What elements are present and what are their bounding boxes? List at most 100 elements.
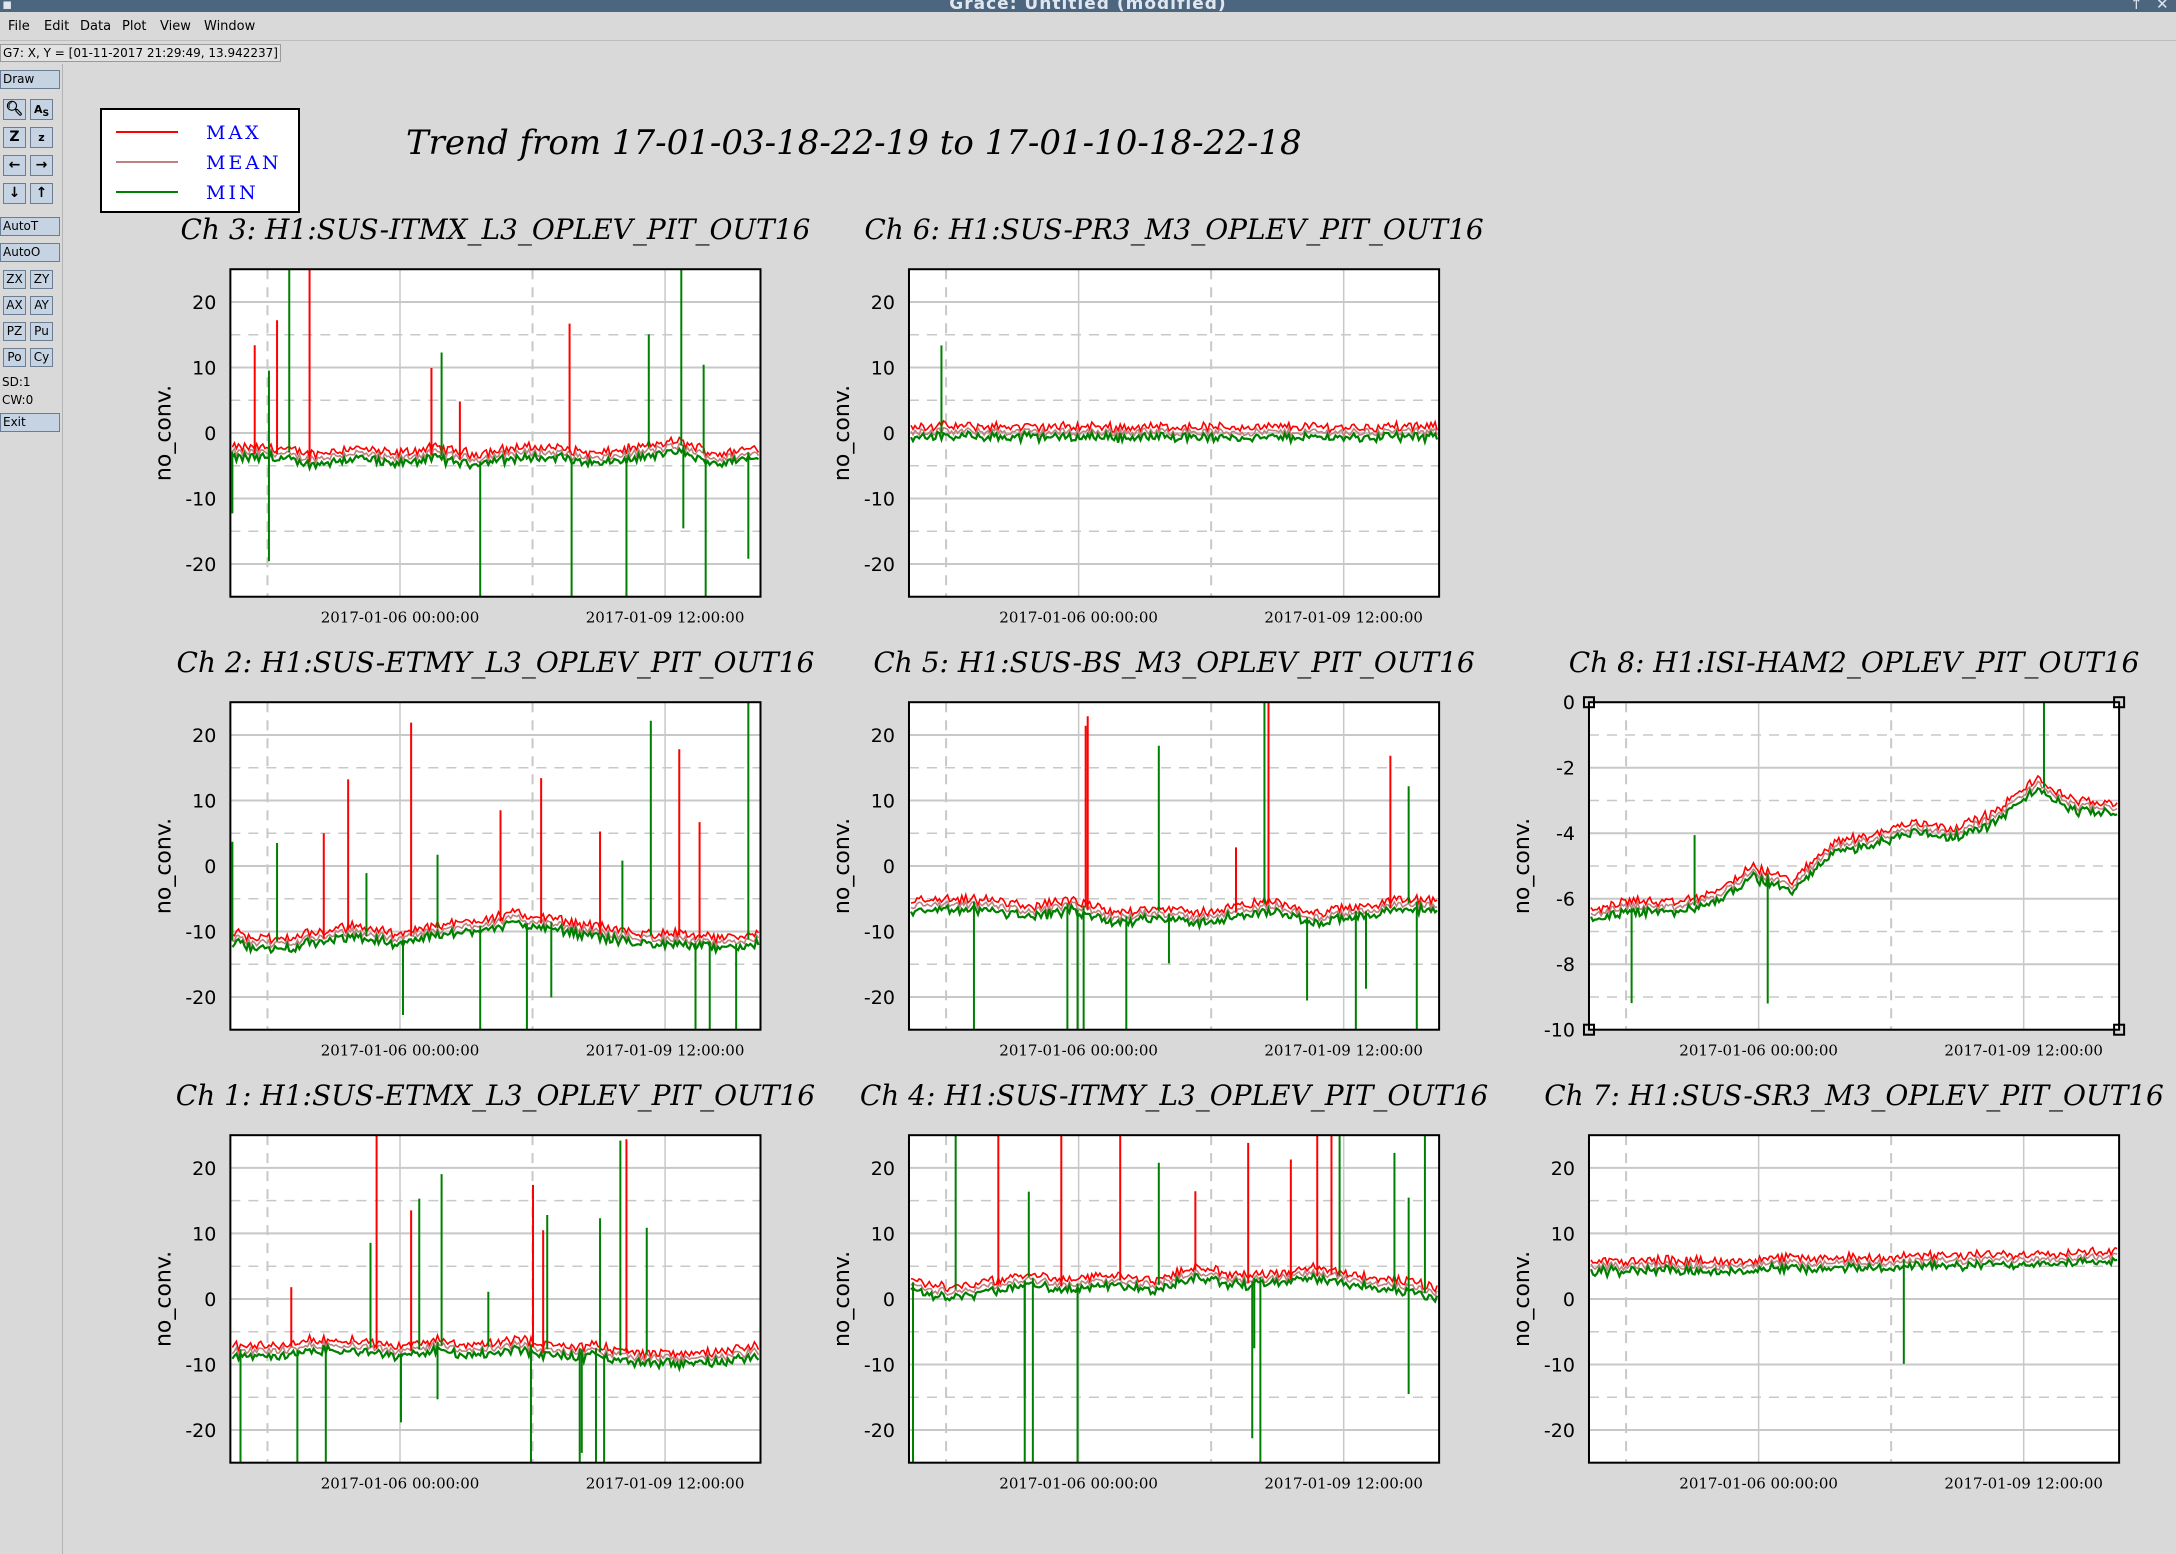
menu-file[interactable]: File xyxy=(8,19,30,34)
y-tick-label: -6 xyxy=(1556,889,1575,911)
arrow-left-icon[interactable]: ← xyxy=(3,155,26,176)
zy-button[interactable]: ZY xyxy=(30,270,53,289)
chart-panel-5[interactable]: Ch 8: H1:ISI-HAM2_OPLEV_PIT_OUT16 0 -2 -4 -6… xyxy=(1510,646,2139,1060)
y-tick-label: 0 xyxy=(883,423,895,445)
plot-frame xyxy=(229,268,762,598)
y-axis-label: no_conv. xyxy=(1510,818,1535,914)
autoscale-as-icon[interactable]: AS xyxy=(30,99,53,120)
selection-handle[interactable] xyxy=(2113,696,2126,709)
menu-data[interactable]: Data xyxy=(80,19,112,34)
plots-svg[interactable]: MAX MEAN MIN Trend from 17-01-03-18-22-1… xyxy=(64,64,2176,1554)
y-tick-label: 0 xyxy=(204,856,216,878)
menu-view[interactable]: View xyxy=(160,19,191,34)
chart-panel-8[interactable]: Ch 7: H1:SUS-SR3_M3_OPLEV_PIT_OUT16 20 10 0… xyxy=(1510,1079,2164,1493)
selection-handle[interactable] xyxy=(2113,1023,2126,1036)
ay-button[interactable]: AY xyxy=(30,296,53,315)
arrow-right-icon[interactable]: → xyxy=(30,155,53,176)
series-min-line xyxy=(910,900,1438,931)
series-mean-line xyxy=(910,425,1438,439)
y-tick-label: -10 xyxy=(185,488,216,510)
x-tick-label: 2017-01-09 12:00:00 xyxy=(1944,1475,2103,1493)
series-mean-line xyxy=(231,442,760,465)
x-tick-label: 2017-01-06 00:00:00 xyxy=(1679,1042,1838,1060)
chart-title: Ch 3: H1:SUS-ITMX_L3_OPLEV_PIT_OUT16 xyxy=(180,213,810,246)
x-tick-label: 2017-01-06 00:00:00 xyxy=(999,609,1158,627)
cy-button[interactable]: Cy xyxy=(30,348,53,367)
chart-title: Ch 5: H1:SUS-BS_M3_OPLEV_PIT_OUT16 xyxy=(873,646,1474,679)
selection-handle[interactable] xyxy=(1582,696,1595,709)
arrow-up-icon[interactable]: ↑ xyxy=(30,183,53,204)
x-tick-label: 2017-01-06 00:00:00 xyxy=(1679,1475,1838,1493)
y-tick-label: -10 xyxy=(185,1354,216,1376)
chart-panel-3[interactable]: Ch 2: H1:SUS-ETMY_L3_OPLEV_PIT_OUT16 20 10… xyxy=(151,646,814,1060)
y-tick-label: -20 xyxy=(185,1420,216,1442)
y-tick-label: 10 xyxy=(192,357,216,379)
y-tick-label: 0 xyxy=(204,423,216,445)
chart-panel-4[interactable]: Ch 5: H1:SUS-BS_M3_OPLEV_PIT_OUT16 20 10 0 -… xyxy=(830,646,1475,1060)
y-tick-label: -10 xyxy=(864,921,895,943)
y-tick-label: 0 xyxy=(883,856,895,878)
cw-label: CW:0 xyxy=(2,393,34,407)
y-tick-label: -10 xyxy=(185,921,216,943)
po-button[interactable]: Po xyxy=(3,348,26,367)
autoo-button[interactable]: AutoO xyxy=(0,243,60,262)
y-tick-label: 10 xyxy=(1551,1223,1575,1245)
y-axis-label: no_conv. xyxy=(830,385,855,481)
legend[interactable]: MAX MEAN MIN xyxy=(100,108,300,213)
plot-frame xyxy=(229,1134,762,1464)
x-tick-label: 2017-01-06 00:00:00 xyxy=(999,1042,1158,1060)
series-min-line xyxy=(1590,786,2118,923)
y-tick-label: -8 xyxy=(1556,954,1575,976)
legend-label-mean: MEAN xyxy=(206,152,282,174)
zx-button[interactable]: ZX xyxy=(3,270,26,289)
menu-plot[interactable]: Plot xyxy=(122,19,147,34)
exit-button[interactable]: Exit xyxy=(0,413,60,432)
zoom-in-icon[interactable]: Z xyxy=(3,127,26,148)
chart-title: Ch 8: H1:ISI-HAM2_OPLEV_PIT_OUT16 xyxy=(1569,646,2140,679)
graph-canvas[interactable]: MAX MEAN MIN Trend from 17-01-03-18-22-1… xyxy=(64,64,2176,1554)
plot-frame xyxy=(229,701,762,1031)
x-tick-label: 2017-01-09 12:00:00 xyxy=(1264,609,1423,627)
chart-title: Ch 7: H1:SUS-SR3_M3_OPLEV_PIT_OUT16 xyxy=(1544,1079,2164,1112)
y-tick-label: -20 xyxy=(185,987,216,1009)
series-mean-line xyxy=(910,1268,1438,1297)
window-titlebar[interactable]: Grace: Untitled (modified) ▪ ↑ ✕ xyxy=(0,0,2176,12)
draw-button[interactable]: Draw xyxy=(0,70,60,89)
y-axis-label: no_conv. xyxy=(830,1251,855,1347)
y-tick-label: -20 xyxy=(185,554,216,576)
ax-button[interactable]: AX xyxy=(3,296,26,315)
y-tick-label: 10 xyxy=(871,357,895,379)
toolbar-sidebar: Draw 🔍︎ AS Z z ← → ↓ ↑ AutoT AutoO ZX ZY… xyxy=(0,64,63,1554)
close-icon[interactable]: ✕ xyxy=(2156,0,2169,12)
arrow-down-icon[interactable]: ↓ xyxy=(3,183,26,204)
y-tick-label: 20 xyxy=(871,292,895,314)
series-min-line xyxy=(910,1271,1439,1304)
x-tick-label: 2017-01-09 12:00:00 xyxy=(586,1042,745,1060)
y-tick-label: 0 xyxy=(883,1289,895,1311)
y-axis-label: no_conv. xyxy=(151,385,176,481)
menu-window[interactable]: Window xyxy=(204,19,256,34)
zoom-icon[interactable]: 🔍︎ xyxy=(3,99,26,120)
y-tick-label: -4 xyxy=(1556,823,1575,845)
menu-edit[interactable]: Edit xyxy=(44,19,70,34)
chart-panel-2[interactable]: Ch 6: H1:SUS-PR3_M3_OPLEV_PIT_OUT16 20 10 0… xyxy=(830,213,1484,627)
y-tick-label: 0 xyxy=(1563,692,1575,714)
series-mean-line xyxy=(232,913,760,950)
legend-box xyxy=(100,108,300,213)
chart-panel-7[interactable]: Ch 4: H1:SUS-ITMY_L3_OPLEV_PIT_OUT16 20 10… xyxy=(830,1079,1488,1493)
y-tick-label: -10 xyxy=(1544,1354,1575,1376)
y-tick-label: 0 xyxy=(204,1289,216,1311)
zoom-out-icon[interactable]: z xyxy=(30,127,53,148)
autot-button[interactable]: AutoT xyxy=(0,217,60,236)
pu-button[interactable]: Pu xyxy=(30,322,53,341)
pz-button[interactable]: PZ xyxy=(3,322,26,341)
selection-handle[interactable] xyxy=(1582,1023,1595,1036)
series-min-line xyxy=(231,446,760,472)
series-max-line xyxy=(231,907,760,946)
chart-panel-6[interactable]: Ch 1: H1:SUS-ETMX_L3_OPLEV_PIT_OUT16 20 10… xyxy=(151,1079,815,1493)
window-menu-icon[interactable]: ▪ xyxy=(2,0,13,12)
y-tick-label: 20 xyxy=(871,725,895,747)
maximize-icon[interactable]: ↑ xyxy=(2130,0,2143,12)
plot-frame xyxy=(1587,1134,2121,1464)
chart-panel-1[interactable]: Ch 3: H1:SUS-ITMX_L3_OPLEV_PIT_OUT16 20 10… xyxy=(151,213,810,627)
